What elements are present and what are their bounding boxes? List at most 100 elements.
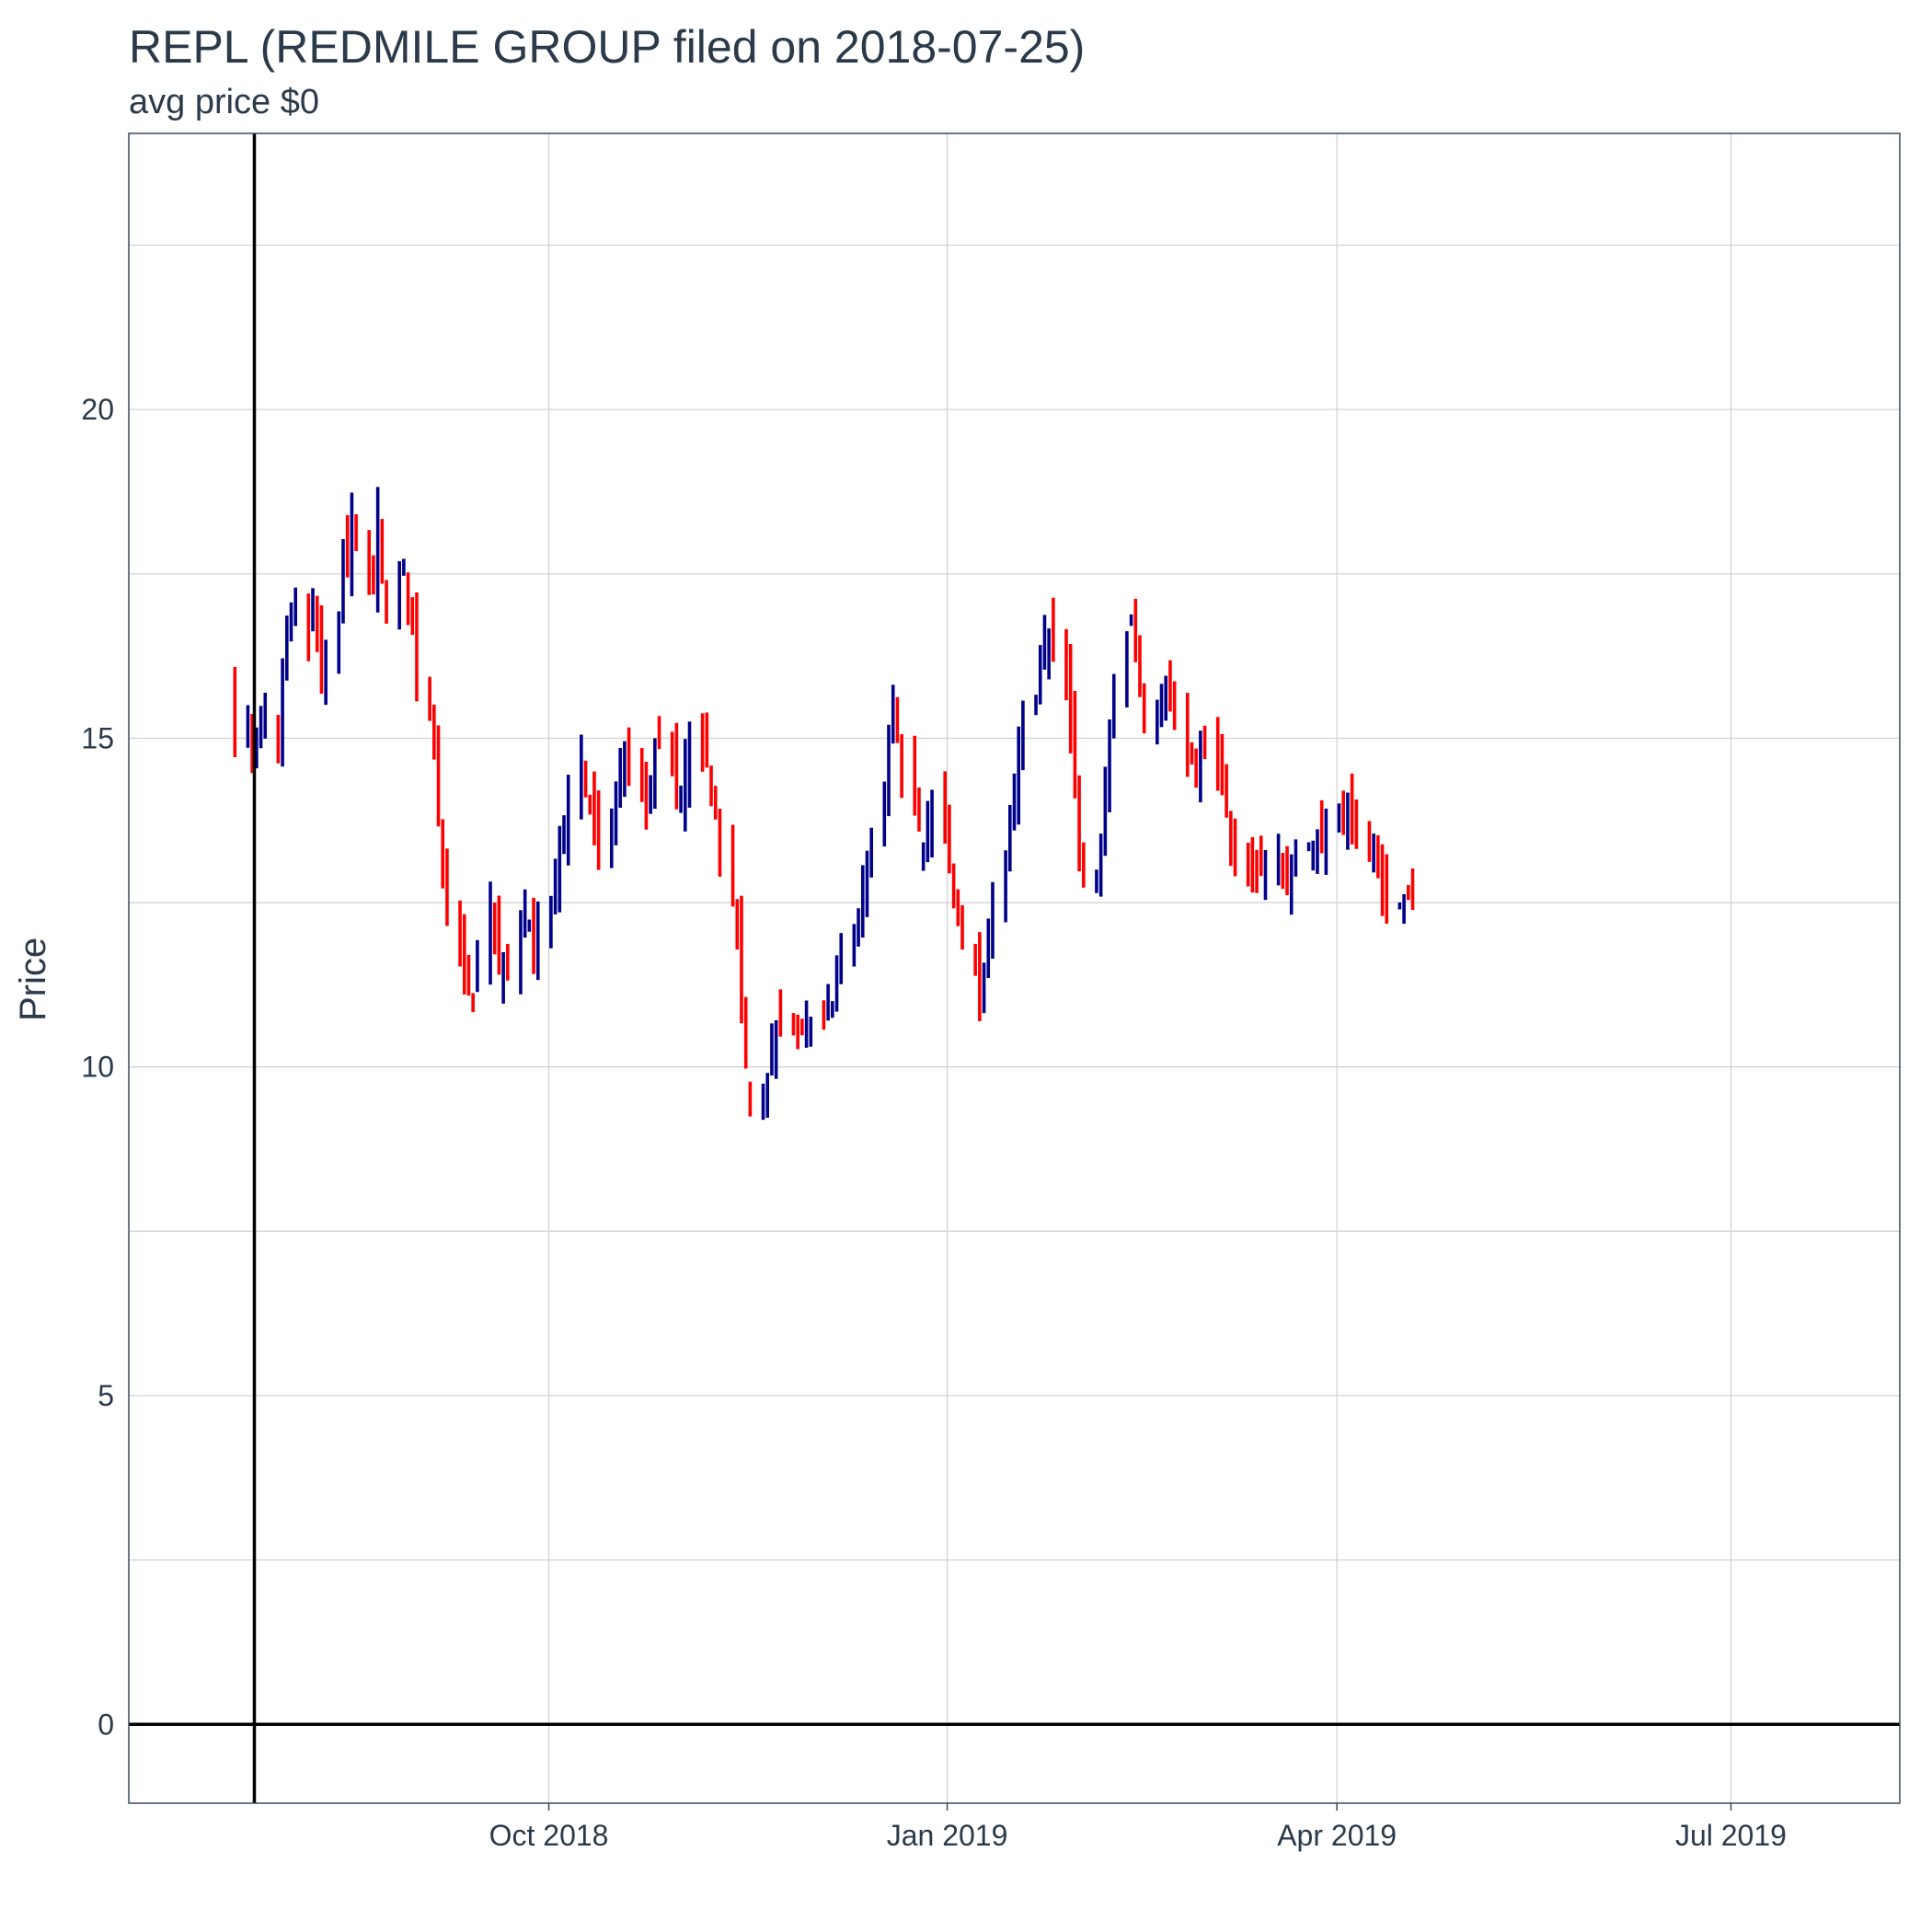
price-bar-up — [1042, 615, 1047, 670]
price-bar-up — [1108, 719, 1111, 812]
price-bar-up — [865, 850, 869, 917]
price-bar-down — [471, 993, 475, 1013]
price-bar-up — [293, 587, 298, 627]
price-bar-down — [1407, 885, 1410, 901]
price-bar-down — [948, 804, 951, 874]
price-bar-down — [250, 714, 254, 774]
price-bar-down — [895, 696, 900, 743]
price-bar-down — [306, 593, 311, 661]
price-bar-up — [397, 560, 401, 630]
price-bar-up — [1397, 902, 1402, 910]
price-bars — [233, 487, 1415, 1121]
price-bar-up — [921, 842, 926, 871]
price-bar-up — [770, 1023, 774, 1076]
price-bar-down — [709, 765, 713, 807]
price-bar-down — [973, 943, 977, 976]
price-bar-down — [367, 530, 372, 595]
price-bar-up — [281, 658, 284, 767]
price-bar-up — [519, 910, 523, 995]
price-bar-up — [337, 611, 341, 674]
price-bar-down — [1225, 764, 1228, 818]
price-bar-up — [255, 727, 259, 769]
price-bar-up — [527, 919, 532, 932]
price-bar-up — [687, 721, 692, 808]
price-bar-down — [385, 580, 388, 624]
price-bar-up — [1004, 850, 1007, 923]
price-bar-up — [1337, 803, 1341, 833]
price-bar-down — [233, 666, 237, 758]
price-bar-down — [1052, 597, 1055, 662]
price-bar-up — [375, 487, 380, 613]
price-bar-down — [1229, 811, 1233, 867]
price-bar-up — [489, 881, 492, 985]
price-bar-up — [1372, 834, 1375, 873]
price-bar-up — [653, 738, 657, 810]
price-bar-up — [887, 724, 891, 817]
price-bar-up — [649, 775, 652, 814]
price-bar-down — [592, 771, 596, 845]
price-bar-down — [1246, 843, 1250, 887]
price-bar-up — [1017, 726, 1021, 825]
price-bar-down — [432, 704, 436, 760]
price-bar-up — [774, 1019, 778, 1079]
price-bar-down — [315, 595, 319, 652]
price-bar-up — [991, 881, 995, 960]
price-bar-down — [1250, 836, 1255, 893]
x-tick-label: Oct 2018 — [489, 1819, 609, 1852]
price-bar-up — [809, 1017, 813, 1047]
price-bar-down — [428, 676, 431, 721]
price-bar-up — [618, 747, 622, 809]
price-bar-up — [852, 924, 857, 967]
price-bar-down — [1185, 693, 1190, 777]
price-bar-down — [1281, 853, 1285, 890]
price-bar-down — [345, 514, 350, 578]
price-bar-down — [506, 944, 510, 981]
price-bar-up — [831, 1001, 834, 1018]
price-bar-down — [960, 904, 964, 950]
y-tick-label: 15 — [81, 721, 114, 754]
price-bar-down — [627, 727, 631, 787]
price-bar-up — [580, 734, 583, 820]
price-bar-up — [553, 858, 558, 914]
price-bar-up — [1038, 645, 1042, 705]
price-bar-up — [535, 901, 540, 981]
price-bar-up — [679, 785, 683, 813]
price-bar-up — [284, 615, 289, 681]
price-bar-down — [406, 572, 410, 626]
grid-lines — [129, 133, 1900, 1803]
price-bar-up — [311, 588, 315, 632]
price-bar-up — [1199, 730, 1202, 803]
x-axis-ticks: Oct 2018 Jan 2019 Apr 2019 Jul 2019 — [489, 1803, 1787, 1852]
price-bar-down — [674, 722, 679, 810]
price-bar-down — [1376, 834, 1380, 879]
price-bar-up — [1164, 675, 1168, 721]
price-bar-down — [492, 903, 497, 955]
price-bar-down — [1138, 635, 1142, 697]
price-bar-down — [644, 761, 649, 830]
price-bar-down — [1172, 681, 1177, 730]
price-bar-down — [1285, 845, 1289, 896]
price-bar-down — [1259, 835, 1263, 877]
y-tick-label: 5 — [98, 1379, 114, 1412]
price-bar-up — [614, 781, 618, 845]
price-bar-down — [951, 863, 956, 909]
price-bar-up — [1103, 766, 1108, 857]
y-tick-label: 10 — [81, 1051, 114, 1084]
price-bar-up — [1012, 773, 1017, 831]
price-bar-up — [765, 1073, 770, 1118]
price-bar-up — [926, 800, 930, 863]
price-bar-down — [1233, 818, 1237, 877]
price-bar-down — [441, 819, 445, 889]
price-bar-down — [713, 786, 718, 820]
price-bar-up — [1276, 834, 1281, 886]
price-bar-up — [1095, 869, 1098, 893]
price-bar-down — [1142, 683, 1146, 734]
price-bar-up — [891, 684, 895, 744]
x-tick-label: Jan 2019 — [887, 1819, 1008, 1852]
price-bar-down — [380, 519, 385, 584]
price-bar-down — [466, 954, 471, 996]
price-bar-down — [458, 900, 462, 967]
price-bar-up — [857, 908, 860, 947]
price-bar-down — [372, 555, 375, 595]
